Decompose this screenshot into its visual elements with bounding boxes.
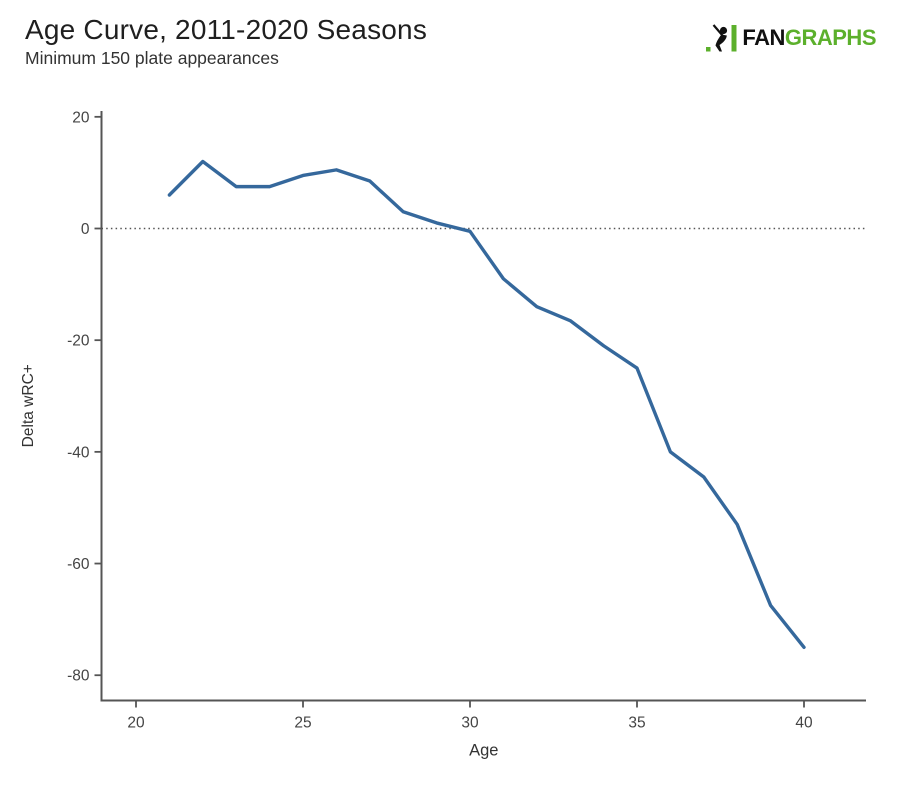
x-tick-label: 40 <box>795 715 813 732</box>
chart-header: Age Curve, 2011-2020 Seasons Minimum 150… <box>0 0 900 96</box>
y-tick-label: -40 <box>67 444 90 461</box>
logo-graphs-text: GRAPHS <box>784 25 877 50</box>
y-tick-label: -20 <box>67 333 90 350</box>
logo-wordmark: FANGRAPHS <box>742 27 876 49</box>
x-tick-label: 20 <box>127 715 145 732</box>
fangraphs-logo: FANGRAPHS <box>706 24 877 52</box>
page-title: Age Curve, 2011-2020 Seasons <box>25 14 428 45</box>
fangraphs-batter-icon <box>706 24 737 52</box>
y-tick-label: 0 <box>81 221 90 238</box>
y-tick-label: 20 <box>72 109 90 126</box>
x-tick-label: 25 <box>294 715 311 732</box>
y-tick-label: -60 <box>67 556 90 573</box>
x-tick-label: 30 <box>461 715 479 732</box>
data-line <box>167 159 806 649</box>
logo-fan-text: FAN <box>742 25 785 50</box>
y-tick-label: -80 <box>67 668 90 685</box>
y-axis-title: Delta wRC+ <box>20 364 37 447</box>
page-subtitle: Minimum 150 plate appearances <box>25 48 279 69</box>
title-block: Age Curve, 2011-2020 Seasons Minimum 150… <box>25 14 427 69</box>
x-tick-label: 35 <box>628 715 645 732</box>
x-axis-title: Age <box>469 742 498 760</box>
